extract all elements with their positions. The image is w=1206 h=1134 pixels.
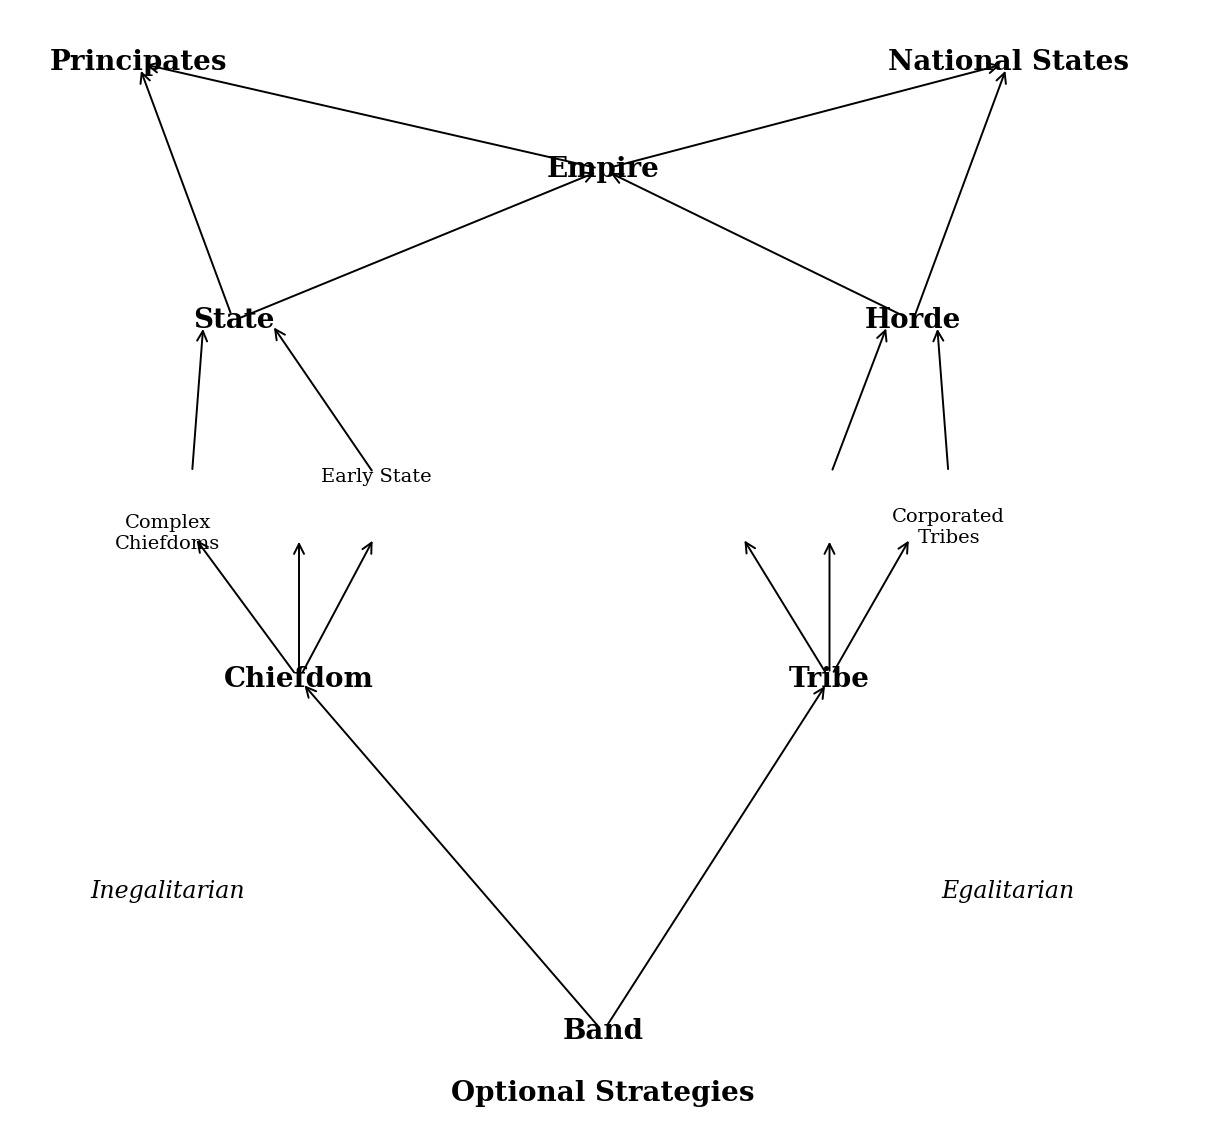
Text: Complex
Chiefdoms: Complex Chiefdoms [116, 514, 221, 552]
Text: Inegalitarian: Inegalitarian [90, 880, 245, 904]
Text: Optional Strategies: Optional Strategies [451, 1080, 755, 1107]
Text: Band: Band [562, 1018, 644, 1046]
Text: Tribe: Tribe [789, 666, 870, 693]
Text: Principates: Principates [49, 50, 227, 76]
Text: Empire: Empire [546, 155, 660, 183]
Text: Horde: Horde [865, 307, 961, 335]
Text: National States: National States [888, 50, 1129, 76]
Text: Chiefdom: Chiefdom [224, 666, 374, 693]
Text: State: State [193, 307, 274, 335]
Text: Early State: Early State [321, 468, 432, 486]
Text: Corporated
Tribes: Corporated Tribes [892, 508, 1005, 548]
Text: Egalitarian: Egalitarian [942, 880, 1075, 904]
